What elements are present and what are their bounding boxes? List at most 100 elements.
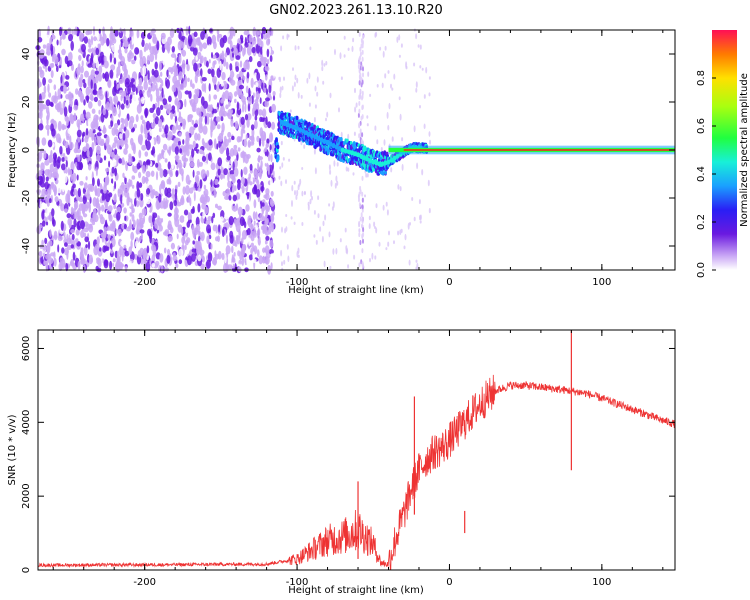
noise-cell xyxy=(206,106,210,113)
noise-cell xyxy=(264,100,270,108)
noise-cell xyxy=(215,84,220,92)
noise-cell xyxy=(227,131,232,138)
colorbar-tick-label: 0.6 xyxy=(696,118,707,134)
noise-cell xyxy=(193,31,198,38)
noise-cell xyxy=(46,207,50,217)
noise-cell xyxy=(352,37,355,43)
streak-cell xyxy=(361,79,364,85)
noise-cell xyxy=(384,45,387,51)
noise-cell xyxy=(157,97,160,108)
noise-cell xyxy=(206,116,210,126)
noise-cell xyxy=(245,204,250,212)
noise-cell xyxy=(390,167,393,173)
noise-cell xyxy=(136,37,142,44)
noise-cell xyxy=(155,82,158,92)
noise-cell xyxy=(239,43,242,53)
noise-cell xyxy=(63,208,68,213)
noise-cell xyxy=(295,194,298,200)
noise-cell xyxy=(94,76,99,84)
tone-core xyxy=(331,143,336,149)
noise-cell xyxy=(75,88,79,95)
noise-cell xyxy=(190,79,193,88)
noise-cell xyxy=(222,110,228,117)
noise-cell xyxy=(230,70,235,78)
noise-cell xyxy=(429,139,431,145)
noise-cell xyxy=(368,215,371,221)
noise-cell xyxy=(78,91,81,98)
y-tick-label: -40 xyxy=(21,238,32,254)
noise-cell xyxy=(145,261,151,272)
noise-cell xyxy=(192,169,195,178)
noise-cell xyxy=(131,184,135,189)
noise-cell xyxy=(319,226,322,232)
noise-cell xyxy=(87,48,93,53)
noise-cell xyxy=(131,175,136,180)
noise-cell xyxy=(39,224,43,229)
noise-cell xyxy=(300,94,303,99)
noise-cell xyxy=(366,123,369,127)
streak-cell xyxy=(361,56,364,62)
noise-cell xyxy=(140,115,144,120)
noise-cell xyxy=(136,181,140,192)
noise-cell xyxy=(45,262,49,272)
noise-cell xyxy=(314,85,317,92)
noise-cell xyxy=(172,252,176,258)
streak-cell xyxy=(359,55,361,61)
noise-cell xyxy=(60,220,64,231)
noise-cell xyxy=(80,230,85,238)
noise-cell xyxy=(71,82,76,90)
noise-cell xyxy=(244,114,249,121)
noise-cell xyxy=(249,163,253,171)
noise-cell xyxy=(178,140,181,146)
noise-cell xyxy=(105,219,108,227)
noise-cell xyxy=(96,132,102,137)
noise-cell xyxy=(83,36,88,44)
noise-cell xyxy=(270,200,275,207)
noise-cell xyxy=(187,34,193,45)
noise-cell xyxy=(351,45,354,53)
noise-cell xyxy=(74,26,78,36)
noise-cell xyxy=(227,180,232,189)
tone-core xyxy=(371,159,376,165)
noise-cell xyxy=(90,121,96,130)
noise-cell xyxy=(266,48,270,58)
noise-cell xyxy=(189,99,192,106)
noise-cell xyxy=(170,242,175,250)
noise-cell xyxy=(218,132,224,142)
noise-cell xyxy=(291,184,294,192)
streak-cell xyxy=(360,139,363,145)
noise-cell xyxy=(159,60,162,72)
noise-cell xyxy=(82,132,84,139)
noise-cell xyxy=(50,62,55,68)
tone-cell xyxy=(290,116,294,121)
noise-cell xyxy=(136,29,140,39)
noise-cell xyxy=(179,215,185,223)
noise-cell xyxy=(205,219,211,226)
noise-cell xyxy=(169,171,173,178)
y-tick-label: -20 xyxy=(21,190,32,206)
noise-cell xyxy=(48,257,54,265)
noise-cell xyxy=(117,228,122,237)
noise-cell xyxy=(46,118,49,126)
snr-frame xyxy=(37,329,676,571)
noise-cell xyxy=(261,216,266,221)
x-tick-label: -100 xyxy=(286,577,309,588)
noise-cell xyxy=(428,131,431,137)
noise-cell xyxy=(151,122,155,129)
noise-cell xyxy=(211,215,214,224)
noise-cell xyxy=(120,194,123,205)
noise-cell xyxy=(80,247,84,253)
noise-cell xyxy=(248,237,252,246)
noise-cell xyxy=(124,117,129,128)
noise-cell xyxy=(141,144,147,151)
noise-cell xyxy=(181,35,186,41)
noise-cell xyxy=(167,223,173,231)
noise-cell xyxy=(400,43,403,48)
noise-cell xyxy=(231,135,235,141)
noise-cell xyxy=(247,215,252,224)
streak-cell xyxy=(361,132,364,138)
noise-cell xyxy=(167,161,171,170)
noise-cell xyxy=(208,59,211,64)
streak-cell xyxy=(357,112,360,118)
noise-cell xyxy=(193,94,197,100)
